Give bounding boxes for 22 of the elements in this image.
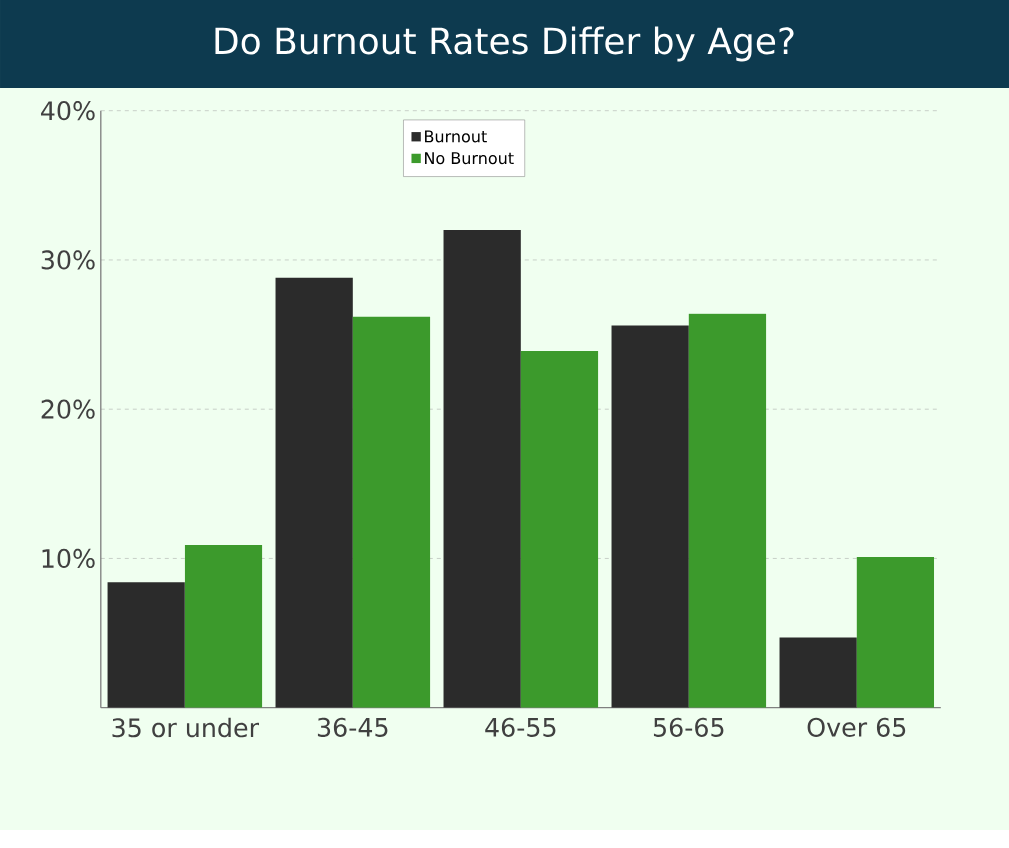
bar: [107, 582, 185, 708]
y-tick-label: 30%: [41, 250, 95, 270]
y-tick-label: 10%: [42, 548, 95, 569]
x-tick-label: Over 65: [807, 717, 906, 737]
bar: [688, 313, 767, 708]
bar: [856, 556, 935, 708]
bar: [275, 277, 353, 708]
bar: [443, 230, 521, 708]
x-tick-label: 36-45: [317, 717, 388, 737]
x-tick-label: 46-55: [485, 717, 556, 737]
bar: [352, 316, 431, 708]
y-tick-label: 20%: [41, 399, 95, 419]
chart-title: Do Burnout Rates Differ by Age?: [215, 26, 794, 62]
bar: [779, 637, 857, 708]
y-tick-label: 40%: [41, 101, 95, 121]
bar: [184, 545, 263, 708]
x-tick-label: 35 or under: [112, 717, 260, 738]
bar: [611, 325, 689, 708]
bar: [520, 350, 599, 708]
legend-label: No Burnout: [425, 152, 514, 165]
x-tick-label: 56-65: [653, 717, 724, 737]
legend-label: Burnout: [425, 130, 487, 143]
